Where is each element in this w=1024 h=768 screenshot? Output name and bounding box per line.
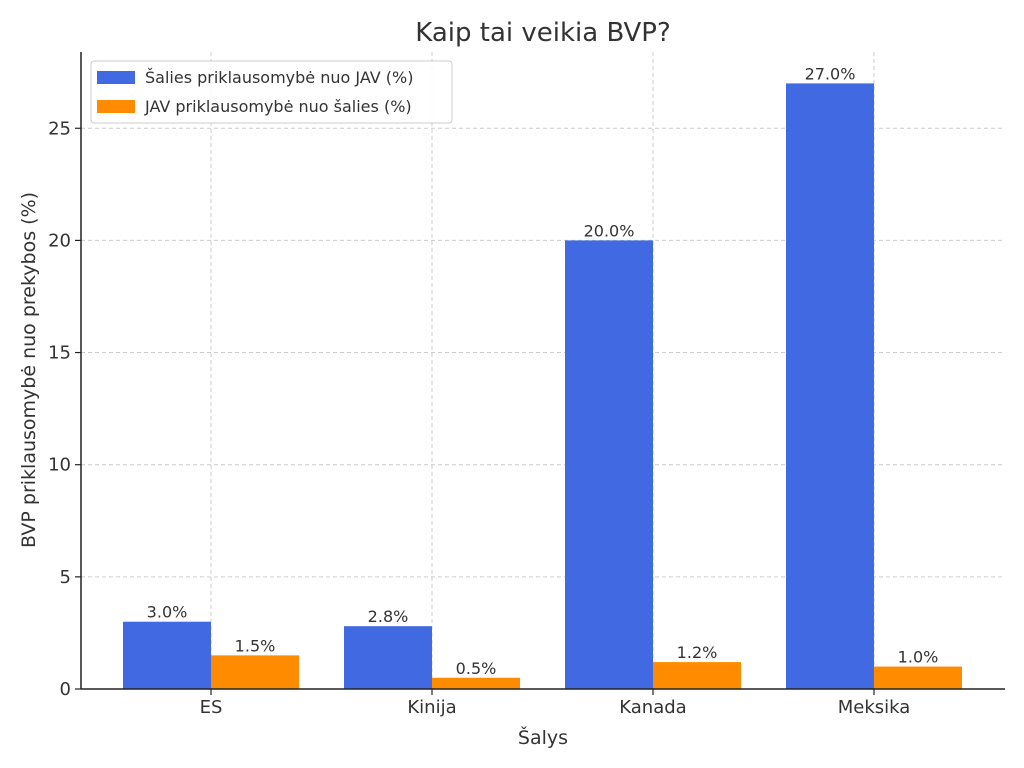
data-labels: 3.0% 2.8% 20.0% 27.0% 1.5% 0.5% 1.2% 1.0% bbox=[147, 64, 939, 677]
data-label: 3.0% bbox=[147, 603, 188, 622]
bar-us-dependence-1 bbox=[432, 677, 520, 689]
x-tick-label: ES bbox=[200, 697, 223, 718]
bar-country-dependence-2 bbox=[565, 240, 653, 689]
x-tick-label: Kinija bbox=[407, 697, 456, 718]
legend: Šalies priklausomybė nuo JAV (%) JAV prik… bbox=[90, 60, 453, 124]
y-ticks: 0 5 10 15 20 25 bbox=[48, 118, 81, 700]
bar-country-dependence-1 bbox=[344, 626, 432, 689]
legend-swatch bbox=[97, 100, 135, 113]
bar-us-dependence-3 bbox=[874, 666, 962, 689]
y-tick-label: 0 bbox=[60, 679, 71, 700]
y-axis-label: BVP priklausomybė nuo prekybos (%) bbox=[18, 192, 40, 548]
data-label: 1.0% bbox=[898, 648, 939, 667]
data-label: 1.5% bbox=[235, 636, 276, 655]
data-label: 27.0% bbox=[805, 64, 856, 83]
data-label: 2.8% bbox=[368, 607, 409, 626]
y-tick-label: 10 bbox=[48, 455, 71, 476]
legend-entry: JAV priklausomybė nuo šalies (%) bbox=[144, 97, 412, 116]
x-axis-label: Šalys bbox=[518, 725, 568, 749]
x-ticks: ES Kinija Kanada Meksika bbox=[200, 689, 911, 718]
x-tick-label: Meksika bbox=[838, 697, 911, 718]
chart-title: Kaip tai veikia BVP? bbox=[415, 18, 671, 48]
x-tick-label: Kanada bbox=[619, 697, 686, 718]
axes bbox=[80, 52, 1005, 690]
legend-entry: Šalies priklausomybė nuo JAV (%) bbox=[145, 68, 413, 87]
legend-swatch bbox=[97, 71, 135, 84]
data-label: 1.2% bbox=[677, 643, 718, 662]
grid-lines bbox=[81, 52, 1005, 689]
y-tick-label: 15 bbox=[48, 343, 71, 364]
bar-us-dependence-0 bbox=[211, 655, 299, 689]
bar-country-dependence-0 bbox=[123, 621, 211, 689]
legend-box bbox=[90, 60, 453, 124]
bars bbox=[123, 83, 962, 689]
bar-country-dependence-3 bbox=[786, 83, 874, 689]
y-tick-label: 25 bbox=[48, 118, 71, 139]
y-tick-label: 5 bbox=[60, 567, 71, 588]
data-label: 20.0% bbox=[584, 221, 635, 240]
bar-us-dependence-2 bbox=[653, 662, 741, 689]
y-tick-label: 20 bbox=[48, 230, 71, 251]
data-label: 0.5% bbox=[456, 659, 497, 678]
